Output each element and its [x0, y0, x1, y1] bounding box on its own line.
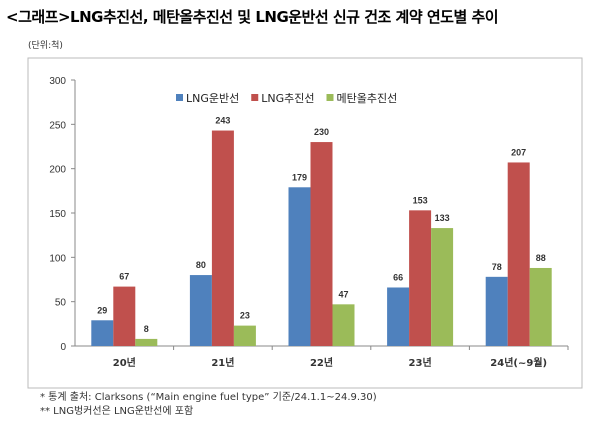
data-label: 66 [393, 272, 403, 282]
data-label: 78 [492, 262, 502, 272]
data-label: 67 [119, 272, 129, 282]
legend-entry: 메탄올추진선 [337, 92, 398, 105]
data-label: 47 [338, 289, 348, 299]
data-label: 133 [435, 213, 450, 223]
y-tick-label: 300 [49, 76, 66, 87]
bar-메탄올추진선 [529, 267, 552, 346]
data-label: 29 [97, 305, 107, 315]
y-tick-label: 50 [55, 298, 67, 309]
data-label: 230 [314, 127, 329, 137]
data-label: 88 [536, 253, 546, 263]
legend-swatch [176, 94, 183, 101]
data-label: 179 [292, 172, 307, 182]
chart-title: <그래프>LNG추진선, 메탄올추진선 및 LNG운반선 신규 건조 계약 연도… [6, 8, 499, 26]
legend-entry: LNG운반선 [186, 92, 239, 105]
x-tick-label: 22년 [310, 356, 333, 369]
x-tick-label: 23년 [409, 356, 432, 369]
footnote-bunker: ** LNG벙커선은 LNG운반선에 포함 [40, 406, 194, 417]
bar-LNG추진선 [507, 162, 530, 346]
data-label: 207 [511, 147, 526, 157]
bar-메탄올추진선 [135, 338, 158, 346]
bar-LNG운반선 [288, 187, 311, 346]
y-tick-label: 100 [49, 253, 66, 264]
x-tick-label: 24년(~9월) [490, 356, 547, 369]
bar-LNG운반선 [91, 320, 114, 346]
legend-swatch [326, 94, 334, 101]
footnote-source: * 통계 출처: Clarksons (“Main engine fuel ty… [40, 392, 377, 403]
y-tick-label: 250 [49, 120, 66, 131]
x-tick-label: 20년 [113, 356, 136, 369]
data-label: 8 [144, 324, 149, 334]
y-tick-label: 200 [49, 165, 66, 176]
unit-label: (단위:척) [28, 41, 63, 51]
bar-메탄올추진선 [431, 228, 454, 346]
legend-swatch [251, 94, 259, 101]
bar-메탄올추진선 [233, 325, 256, 346]
data-label: 80 [196, 260, 206, 270]
bar-LNG추진선 [409, 210, 432, 346]
y-tick-label: 150 [49, 209, 66, 220]
bar-LNG운반선 [387, 287, 410, 346]
bar-LNG운반선 [189, 275, 212, 346]
bar-LNG추진선 [310, 142, 333, 346]
y-tick-label: 0 [60, 342, 66, 353]
x-tick-label: 21년 [211, 356, 234, 369]
data-label: 243 [215, 116, 230, 126]
legend-entry: LNG추진선 [261, 92, 314, 105]
bar-LNG추진선 [113, 286, 136, 346]
data-label: 23 [240, 311, 250, 321]
bar-LNG추진선 [211, 130, 234, 346]
bar-LNG운반선 [485, 276, 508, 346]
bar-메탄올추진선 [332, 304, 355, 346]
data-label: 153 [413, 195, 428, 205]
